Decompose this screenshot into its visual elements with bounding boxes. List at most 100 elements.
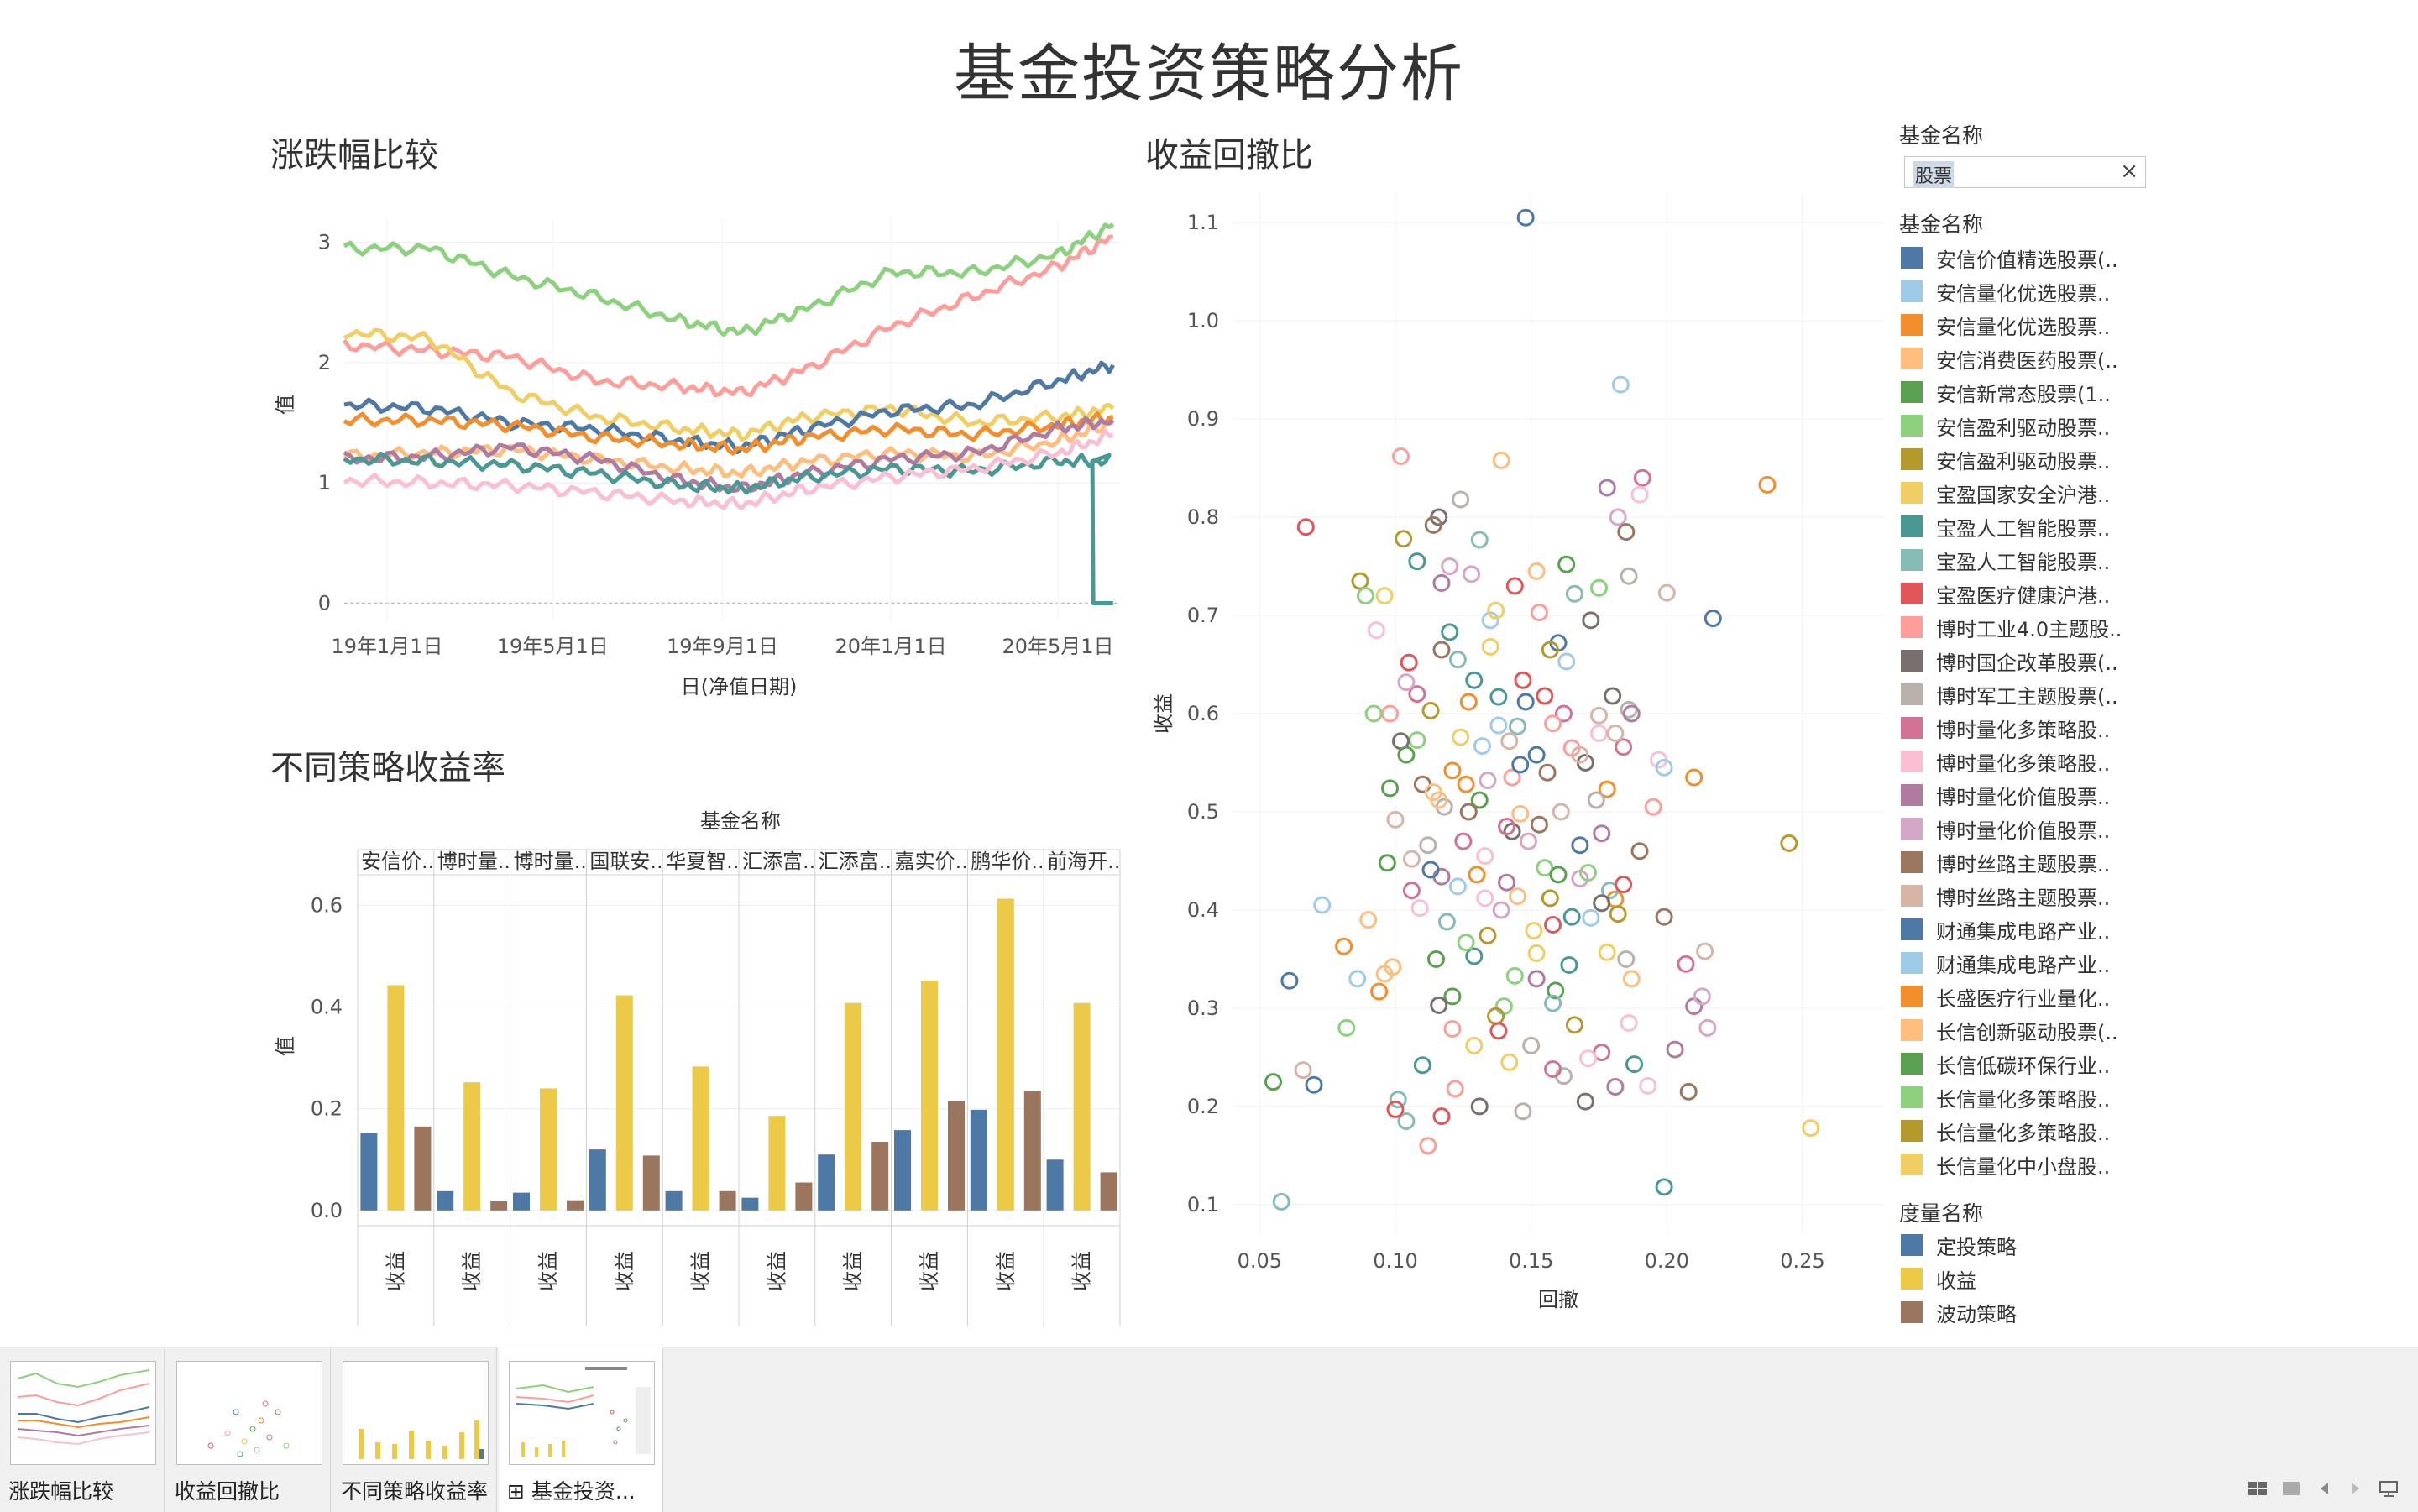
scatter-point xyxy=(1503,822,1521,840)
filter-value[interactable]: 股票 xyxy=(1913,161,1955,188)
scatter-point xyxy=(1615,876,1633,894)
scatter-point xyxy=(1359,911,1378,929)
line-sheet-title: 涨跌幅比较 xyxy=(270,136,438,175)
legend-swatch xyxy=(1901,952,1923,974)
fund-legend-item[interactable]: 宝盈国家安全沪港.. xyxy=(1901,479,2110,507)
scatter-point xyxy=(1509,887,1526,906)
fund-legend-item[interactable]: 长信量化多策略股.. xyxy=(1901,1083,2110,1112)
scatter-point xyxy=(1620,567,1638,585)
fund-legend-item[interactable]: 安信价值精选股票(.. xyxy=(1901,243,2118,272)
legend-label: 博时量化多策略股.. xyxy=(1936,751,2111,776)
panel-header-label: 博时量.. xyxy=(437,850,510,873)
fund-legend-item[interactable]: 财通集成电路产业.. xyxy=(1901,915,2110,944)
y-tick-label: 0.8 xyxy=(1187,505,1219,529)
scatter-point xyxy=(1465,1036,1484,1054)
scatter-point xyxy=(1617,950,1636,968)
scatter-point xyxy=(1630,842,1649,861)
fund-legend-item[interactable]: 长信低碳环保行业.. xyxy=(1901,1049,2110,1078)
scatter-point xyxy=(1505,577,1524,595)
fund-legend-item[interactable]: 博时丝路主题股票.. xyxy=(1901,882,2110,910)
scatter-point xyxy=(1386,810,1405,829)
fund-legend-item[interactable]: 宝盈医疗健康沪港.. xyxy=(1901,579,2110,608)
tab-dashboard[interactable]: ⊞ 基金投资... xyxy=(499,1347,663,1512)
next-sheet-icon[interactable] xyxy=(2344,1479,2366,1498)
legend-swatch xyxy=(1901,549,1923,571)
fund-legend-item[interactable]: 财通集成电路产业.. xyxy=(1901,949,2110,977)
scatter-point xyxy=(1554,704,1573,723)
legend-swatch xyxy=(1901,482,1923,504)
fund-legend-item[interactable]: 博时量化价值股票.. xyxy=(1901,781,2110,809)
x-tick-label: 19年5月1日 xyxy=(497,635,609,658)
y-tick-label: 1.1 xyxy=(1187,211,1219,234)
scatter-point xyxy=(1476,889,1494,908)
scatter-point xyxy=(1470,531,1489,549)
scatter-point xyxy=(1408,731,1426,750)
fund-legend-item[interactable]: 安信消费医药股票(.. xyxy=(1901,344,2118,373)
tab-bar-sheet[interactable]: 不同策略收益率 xyxy=(332,1347,497,1512)
scatter-point xyxy=(1335,937,1353,955)
scatter-point xyxy=(1397,673,1416,692)
line-chart-x-axis-label: 日(净值日期) xyxy=(681,675,798,698)
fund-legend-item[interactable]: 长信量化中小盘股.. xyxy=(1901,1150,2110,1179)
row-label: 收益 xyxy=(536,1251,560,1291)
fund-legend-item[interactable]: 博时军工主题股票(.. xyxy=(1901,680,2118,709)
fund-legend-item[interactable]: 长信创新驱动股票(.. xyxy=(1901,1016,2118,1044)
scatter-point xyxy=(1590,578,1608,597)
scatter-point xyxy=(1272,1192,1290,1211)
fund-legend-item[interactable]: 博时量化多策略股.. xyxy=(1901,747,2110,776)
fund-legend-item[interactable]: 博时工业4.0主题股.. xyxy=(1901,613,2122,641)
tab-line-sheet[interactable]: 涨跌幅比较 xyxy=(0,1347,165,1512)
measure-legend-item[interactable]: 波动策略 xyxy=(1901,1298,2017,1326)
bar xyxy=(719,1190,736,1211)
y-tick-label: 0.7 xyxy=(1187,604,1219,627)
bar xyxy=(1046,1159,1064,1211)
bar xyxy=(741,1197,759,1211)
x-tick-label: 0.25 xyxy=(1780,1249,1824,1273)
measure-legend-item[interactable]: 收益 xyxy=(1901,1264,1976,1293)
scatter-point xyxy=(1402,850,1421,868)
fund-legend-item[interactable]: 博时国企改革股票(.. xyxy=(1901,646,2118,675)
clear-filter-icon[interactable]: × xyxy=(2120,159,2138,184)
scatter-point xyxy=(1633,468,1651,487)
bar-chart-panels: 安信价.. 收益 博时量.. 收益 博时量.. 收益 国联安.. 收益 华夏智.. 收益 汇添富..… xyxy=(357,849,1121,1326)
scatter-point xyxy=(1554,1067,1573,1086)
fund-legend-item[interactable]: 安信盈利驱动股票.. xyxy=(1901,411,2110,440)
single-view-icon[interactable] xyxy=(2280,1479,2302,1498)
presentation-mode-icon[interactable] xyxy=(2378,1479,2400,1498)
fund-legend-item[interactable]: 安信盈利驱动股票.. xyxy=(1901,445,2110,473)
legend-swatch xyxy=(1901,1154,1923,1175)
fund-legend-item[interactable]: 长盛医疗行业量化.. xyxy=(1901,982,2110,1011)
scatter-point xyxy=(1432,1107,1451,1126)
fund-filter-input[interactable]: 股票 × xyxy=(1904,156,2146,188)
fund-legend-item[interactable]: 博时量化多策略股.. xyxy=(1901,714,2110,742)
legend-swatch xyxy=(1901,1234,1923,1256)
sheet-tab-bar: 涨跌幅比较 收益回撤比 不同策略收益率 xyxy=(0,1347,2418,1512)
panel-header-label: 安信价.. xyxy=(361,850,434,873)
grid-view-icon[interactable] xyxy=(2247,1479,2269,1498)
previous-sheet-icon[interactable] xyxy=(2314,1479,2336,1498)
fund-legend-item[interactable]: 博时量化价值股票.. xyxy=(1901,814,2110,843)
scatter-chart-x-axis-label: 回撤 xyxy=(1538,1288,1578,1311)
legend-label: 安信新常态股票(1.. xyxy=(1936,382,2111,406)
fund-legend-item[interactable]: 宝盈人工智能股票.. xyxy=(1901,546,2110,574)
measure-legend-item[interactable]: 定投策略 xyxy=(1901,1231,2017,1259)
bar xyxy=(360,1133,378,1211)
bar-chart[interactable]: 基金名称 值 安信价.. 收益 博时量.. 收益 博时量.. 收益 国联安.. 收益 华夏智..… xyxy=(270,798,1127,1335)
scatter-point xyxy=(1424,515,1442,534)
scatter-chart[interactable]: 0.10.20.30.40.50.60.70.80.91.01.1 0.05 0.… xyxy=(1145,185,1884,1343)
fund-legend-item[interactable]: 宝盈人工智能股票.. xyxy=(1901,512,2110,541)
fund-legend-item[interactable]: 安信量化优选股票.. xyxy=(1901,311,2110,339)
fund-legend-item[interactable]: 安信量化优选股票.. xyxy=(1901,277,2110,306)
legend-label: 定投策略 xyxy=(1936,1235,2017,1259)
legend-swatch xyxy=(1901,717,1923,739)
scatter-point xyxy=(1487,601,1505,620)
x-tick-label: 0.20 xyxy=(1645,1249,1689,1273)
scatter-point xyxy=(1557,555,1576,573)
scatter-point xyxy=(1397,746,1416,764)
fund-legend-item[interactable]: 博时丝路主题股票.. xyxy=(1901,848,2110,876)
tab-scatter-sheet[interactable]: 收益回撤比 xyxy=(166,1347,331,1512)
fund-legend-item[interactable]: 安信新常态股票(1.. xyxy=(1901,378,2111,406)
line-chart[interactable]: 0 1 2 3 19年1月1日 19年5月1日 19年9月1日 20年1月1日 20年5月1日… xyxy=(270,185,1127,722)
filter-label: 基金名称 xyxy=(1899,123,1984,148)
fund-legend-item[interactable]: 长信量化多策略股.. xyxy=(1901,1117,2110,1145)
